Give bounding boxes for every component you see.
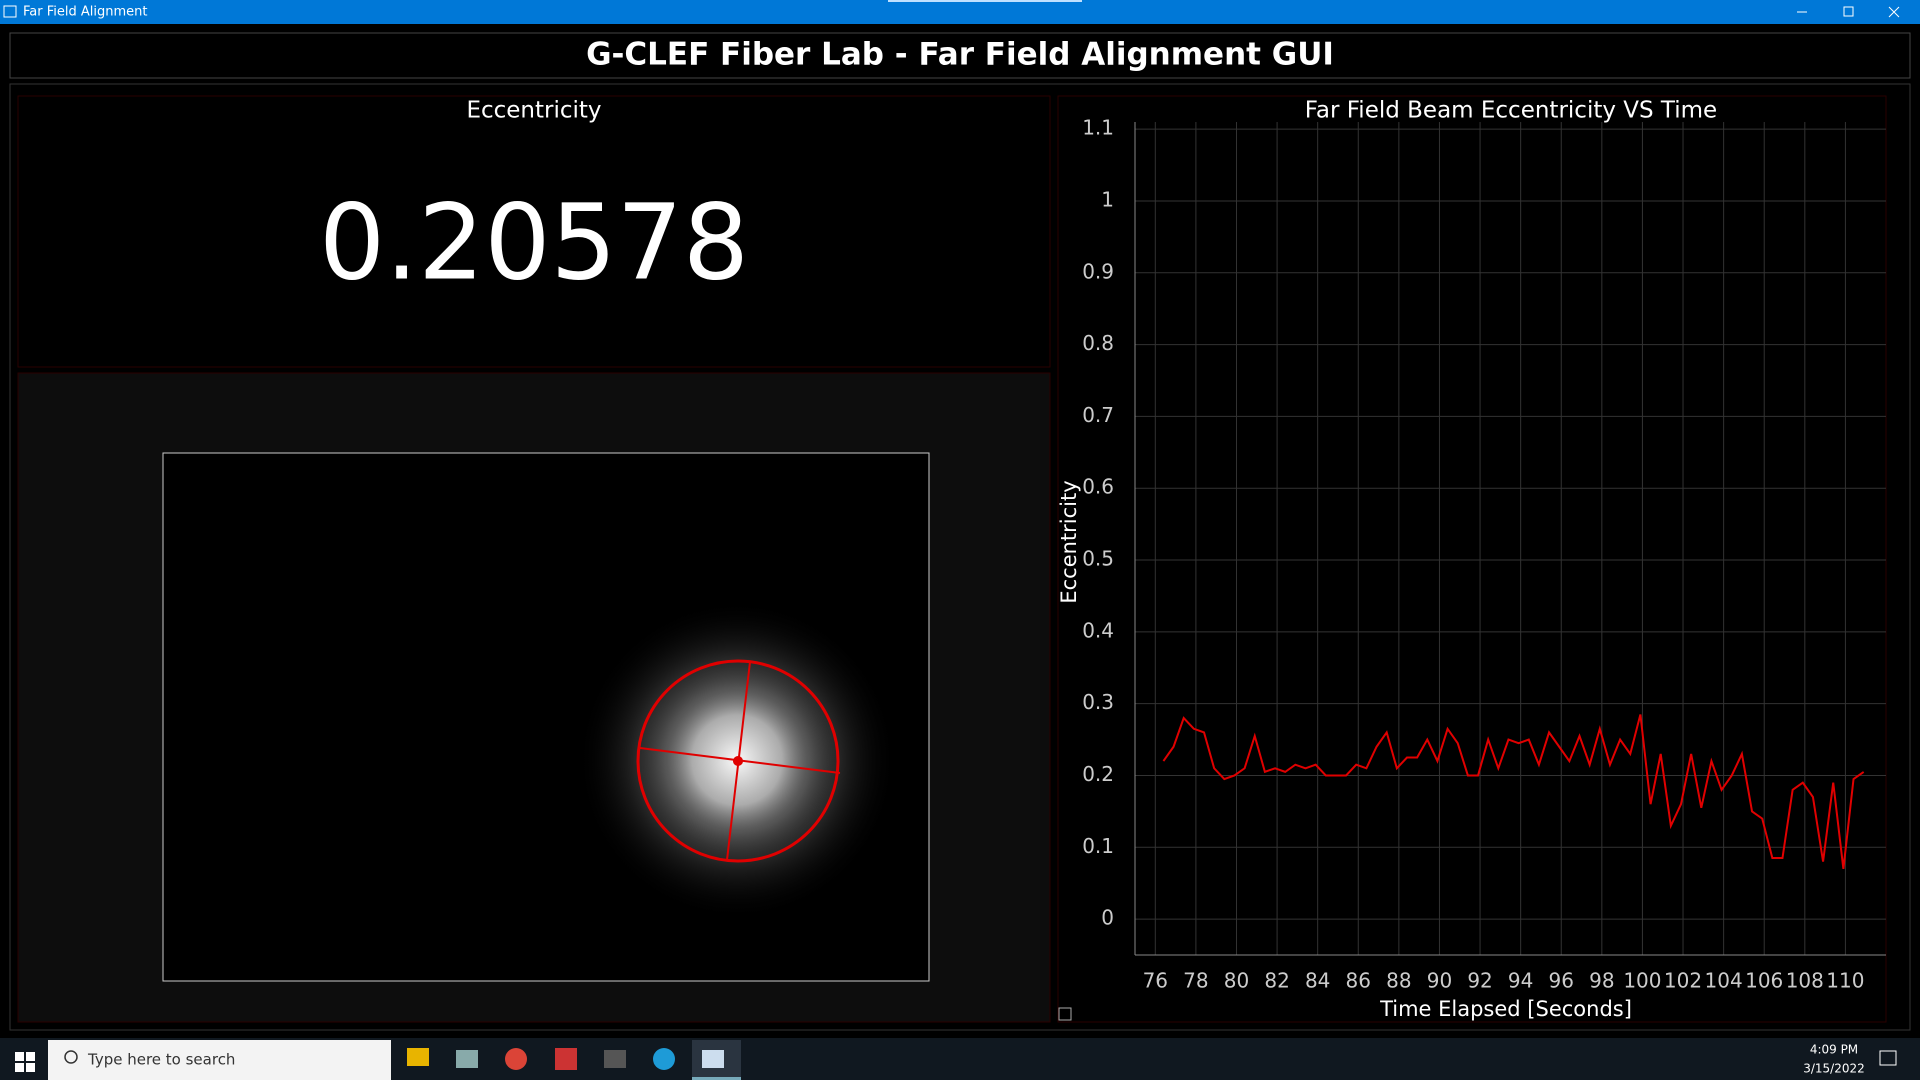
y-tick-label: 1 [1101, 187, 1114, 211]
app-icon [3, 5, 17, 18]
x-tick-label: 110 [1826, 969, 1864, 993]
data-line [1162, 714, 1865, 869]
drag-indicator [888, 0, 1082, 2]
fit-ellipse [636, 659, 840, 863]
eccentricity-panel [17, 95, 1051, 368]
y-tick-label: 0.8 [1082, 331, 1114, 355]
y-axis-label: Eccentricity [1057, 480, 1081, 603]
explorer-icon[interactable] [407, 1048, 429, 1066]
active-app-icon [702, 1050, 724, 1068]
y-tick-label: 0 [1101, 906, 1114, 930]
chrome-icon[interactable] [505, 1048, 527, 1070]
clock-time[interactable]: 4:09 PM [1810, 1043, 1858, 1057]
x-tick-label: 88 [1386, 969, 1411, 993]
x-tick-label: 108 [1786, 969, 1824, 993]
x-tick-label: 106 [1745, 969, 1783, 993]
y-tick-label: 0.6 [1082, 475, 1114, 499]
eccentricity-label: Eccentricity [466, 98, 601, 124]
header-title: G-CLEF Fiber Lab - Far Field Alignment G… [586, 37, 1334, 73]
x-tick-label: 78 [1183, 969, 1208, 993]
y-tick-label: 1.1 [1082, 116, 1114, 140]
close-button[interactable] [1888, 6, 1900, 18]
search-icon [64, 1050, 78, 1064]
x-axis-label: Time Elapsed [Seconds] [1379, 997, 1632, 1021]
search-placeholder[interactable]: Type here to search [87, 1051, 235, 1069]
autoscale-button[interactable] [1058, 1007, 1072, 1021]
window-title: Far Field Alignment [23, 5, 147, 20]
x-tick-label: 92 [1467, 969, 1492, 993]
x-tick-label: 96 [1549, 969, 1574, 993]
y-tick-label: 0.2 [1082, 762, 1114, 786]
x-tick-label: 100 [1623, 969, 1661, 993]
title-bar [0, 0, 1920, 24]
x-tick-label: 98 [1589, 969, 1614, 993]
y-tick-label: 0.7 [1082, 403, 1114, 427]
x-tick-label: 86 [1346, 969, 1371, 993]
x-tick-label: 80 [1224, 969, 1249, 993]
y-tick-label: 0.9 [1082, 259, 1114, 283]
app-icon-4[interactable] [555, 1048, 577, 1070]
x-tick-label: 94 [1508, 969, 1533, 993]
x-tick-label: 84 [1305, 969, 1330, 993]
y-tick-label: 0.5 [1082, 547, 1114, 571]
eccentricity-value: 0.20578 [319, 181, 749, 303]
edge-icon[interactable] [653, 1048, 675, 1070]
x-tick-label: 102 [1664, 969, 1702, 993]
fit-center [733, 756, 743, 766]
start-button[interactable] [15, 1052, 35, 1072]
x-tick-label: 104 [1705, 969, 1743, 993]
restore-button[interactable] [1843, 6, 1854, 17]
chart: Far Field Beam Eccentricity VS Time Time… [1057, 98, 1886, 1021]
active-indicator [692, 1077, 741, 1080]
main-frame [9, 83, 1911, 1031]
y-tick-label: 0.1 [1082, 834, 1114, 858]
chart-panel [1057, 95, 1887, 1023]
header-box [9, 32, 1911, 79]
x-tick-label: 82 [1264, 969, 1289, 993]
app-icon-2[interactable] [456, 1050, 478, 1068]
x-tick-label: 90 [1427, 969, 1452, 993]
y-tick-label: 0.4 [1082, 618, 1114, 642]
search-box[interactable] [48, 1040, 391, 1080]
clock-date[interactable]: 3/15/2022 [1803, 1062, 1865, 1076]
terminal-icon[interactable] [604, 1050, 626, 1068]
y-tick-label: 0.3 [1082, 690, 1114, 714]
chart-title: Far Field Beam Eccentricity VS Time [1305, 98, 1717, 124]
notifications[interactable] [1879, 1050, 1897, 1066]
x-tick-label: 76 [1143, 969, 1168, 993]
